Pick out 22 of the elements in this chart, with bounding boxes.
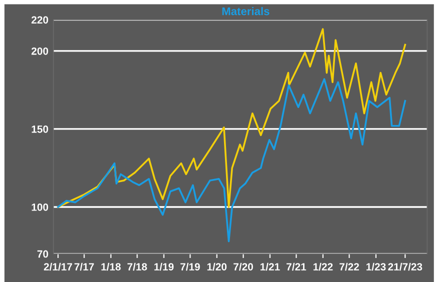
x-tick-label: 1/23 xyxy=(366,262,386,271)
y-tick-label: 200 xyxy=(32,47,48,55)
x-tick-label: 1/20 xyxy=(207,262,227,271)
x-tick-label: 7/19 xyxy=(180,262,200,271)
x-tick-label: 1/22 xyxy=(313,262,333,271)
y-tick-label: 70 xyxy=(37,250,48,258)
x-tick-label: 7/17 xyxy=(74,262,94,271)
x-tick-label: 7/21 xyxy=(286,262,306,271)
x-tick-label: 1/19 xyxy=(154,262,174,271)
y-tick-label: 150 xyxy=(32,125,48,133)
x-tick-label: 7/22 xyxy=(340,262,359,271)
y-tick-label: 100 xyxy=(32,203,48,211)
y-tick-label: 220 xyxy=(32,16,48,24)
x-tick-label: 1/21 xyxy=(260,262,280,271)
x-tick-label: 7/18 xyxy=(127,262,147,271)
x-tick-label: 7/20 xyxy=(234,262,253,271)
x-tick-label: 1/18 xyxy=(101,262,121,271)
x-tick-label: 2/1/17 xyxy=(44,262,72,271)
x-tick-label: 21/7/23 xyxy=(388,262,422,271)
line-series xyxy=(57,78,406,242)
text: Materials xyxy=(222,7,270,16)
line-series xyxy=(57,28,406,208)
